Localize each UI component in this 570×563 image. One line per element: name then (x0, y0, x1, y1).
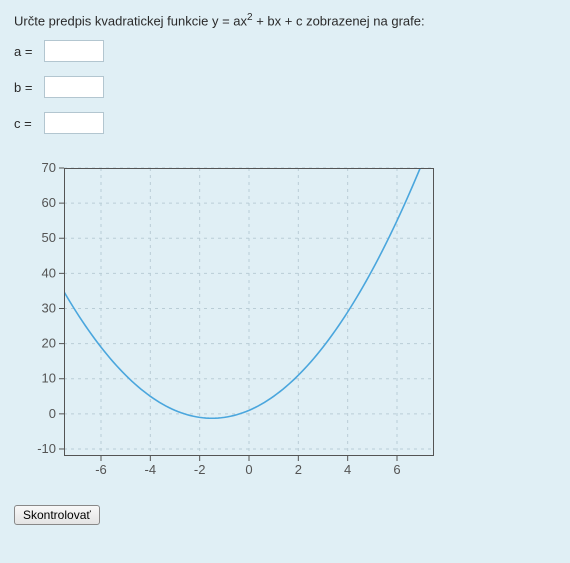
param-c-input[interactable] (44, 112, 104, 134)
quadratic-chart: -6 -4 -2 0 2 4 6 -10 0 10 20 30 40 50 60 70 (14, 162, 454, 492)
param-b-input[interactable] (44, 76, 104, 98)
param-a-label: a = (14, 44, 44, 59)
prompt-post: + bx + c zobrazenej na grafe: (253, 13, 425, 28)
svg-text:-6: -6 (95, 462, 107, 477)
svg-text:40: 40 (42, 266, 56, 281)
svg-text:-4: -4 (145, 462, 157, 477)
svg-text:2: 2 (295, 462, 302, 477)
svg-text:20: 20 (42, 336, 56, 351)
svg-text:6: 6 (393, 462, 400, 477)
chart-container: -6 -4 -2 0 2 4 6 -10 0 10 20 30 40 50 60 70 (14, 162, 556, 495)
svg-text:30: 30 (42, 301, 56, 316)
svg-text:-2: -2 (194, 462, 206, 477)
svg-text:4: 4 (344, 462, 351, 477)
param-b-label: b = (14, 80, 44, 95)
svg-text:50: 50 (42, 231, 56, 246)
param-row-b: b = (14, 76, 556, 98)
prompt-pre: Určte predpis kvadratickej funkcie y = a… (14, 13, 247, 28)
check-button[interactable]: Skontrolovať (14, 505, 100, 525)
svg-text:0: 0 (49, 406, 56, 421)
svg-text:0: 0 (245, 462, 252, 477)
svg-text:-10: -10 (37, 441, 56, 456)
svg-text:10: 10 (42, 371, 56, 386)
svg-text:70: 70 (42, 162, 56, 175)
question-prompt: Určte predpis kvadratickej funkcie y = a… (14, 12, 556, 28)
svg-text:60: 60 (42, 195, 56, 210)
param-row-c: c = (14, 112, 556, 134)
param-c-label: c = (14, 116, 44, 131)
param-row-a: a = (14, 40, 556, 62)
param-a-input[interactable] (44, 40, 104, 62)
